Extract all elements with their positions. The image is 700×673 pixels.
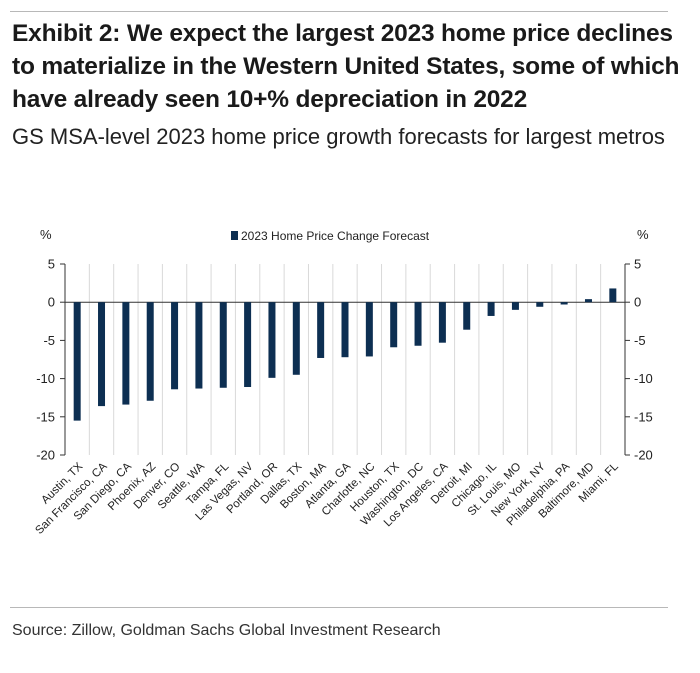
bar xyxy=(195,302,203,389)
bar xyxy=(146,302,154,401)
y-tick-label-left: -20 xyxy=(36,448,55,463)
legend-label: 2023 Home Price Change Forecast xyxy=(241,229,430,243)
bar xyxy=(390,302,398,348)
bar xyxy=(609,288,617,303)
bar xyxy=(73,302,81,421)
bar xyxy=(122,302,130,405)
bar xyxy=(268,302,276,378)
source-note: Source: Zillow, Goldman Sachs Global Inv… xyxy=(12,622,441,639)
bar xyxy=(560,302,568,305)
y-tick-label-left: -15 xyxy=(36,409,55,424)
bar xyxy=(317,302,325,358)
bar xyxy=(292,302,300,375)
bar-chart: 5 5 0 0 -5 -5 -10 -10 -15 -15 -20 -20 Austin, TXSan… xyxy=(33,227,653,537)
bar xyxy=(365,302,373,357)
bar xyxy=(244,302,252,388)
bar xyxy=(536,302,544,307)
y-tick-label-left: -10 xyxy=(36,371,55,386)
legend: 2023 Home Price Change Forecast xyxy=(231,229,430,243)
y-axis-unit-left: % xyxy=(40,227,52,242)
top-rule xyxy=(10,11,668,12)
gridlines xyxy=(88,264,602,455)
bar xyxy=(414,302,422,346)
y-tick-label-right: -10 xyxy=(634,371,653,386)
bottom-rule xyxy=(10,607,668,608)
legend-swatch xyxy=(231,231,238,240)
bar xyxy=(463,302,471,330)
y-tick-label-right: -5 xyxy=(634,333,646,348)
y-tick-label-left: 0 xyxy=(48,295,55,310)
bar xyxy=(438,302,446,343)
bars xyxy=(73,288,617,421)
y-tick-label-right: -15 xyxy=(634,409,653,424)
bar xyxy=(98,302,106,407)
exhibit-title: Exhibit 2: We expect the largest 2023 ho… xyxy=(12,20,680,113)
bar xyxy=(171,302,179,390)
y-axis-unit-right: % xyxy=(637,227,649,242)
bar xyxy=(341,302,349,358)
y-tick-label-right: 0 xyxy=(634,295,641,310)
exhibit-subtitle: GS MSA-level 2023 home price growth fore… xyxy=(12,124,665,149)
bar xyxy=(584,299,592,303)
y-tick-label-left: 5 xyxy=(48,257,55,272)
y-tick-label-left: -5 xyxy=(43,333,55,348)
bar xyxy=(487,302,495,316)
bar xyxy=(219,302,227,388)
bar xyxy=(511,302,519,310)
y-tick-label-right: 5 xyxy=(634,257,641,272)
y-tick-label-right: -20 xyxy=(634,448,653,463)
